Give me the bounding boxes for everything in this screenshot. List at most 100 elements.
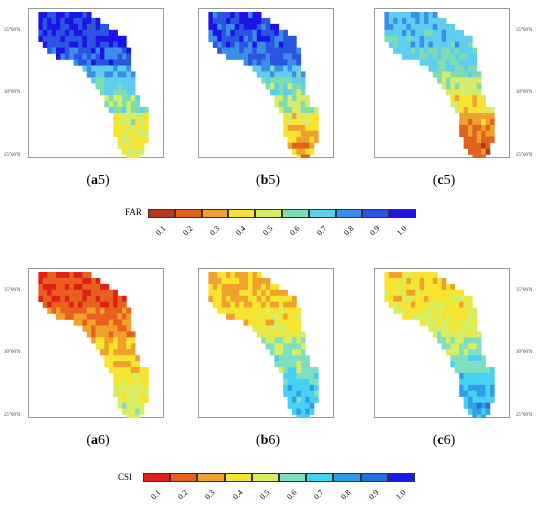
grid-cell: [432, 313, 438, 320]
grid-cell: [73, 23, 79, 31]
grid-cell: [208, 12, 214, 19]
grid-cell: [100, 89, 105, 96]
grid-cell: [450, 283, 456, 291]
grid-cell: [126, 349, 132, 356]
grid-cell: [265, 47, 271, 54]
grid-cell: [446, 41, 451, 48]
grid-cell: [305, 154, 310, 158]
grid-cell: [309, 408, 315, 415]
csi-colorbar: CSI 0.1 0.2 0.3 0.4 0.5 0.6 0.7 0.8 0.9 1.0: [0, 468, 550, 506]
grid-cell: [265, 65, 271, 72]
grid-cell: [135, 113, 140, 120]
grid-cell: [261, 295, 266, 302]
grid-cell: [78, 23, 83, 31]
grid-cell: [130, 130, 136, 137]
grid-cell: [73, 301, 79, 308]
grid-cell: [305, 107, 310, 114]
grid-cell: [468, 113, 473, 120]
grid-cell: [243, 59, 249, 66]
grid-cell: [283, 101, 288, 108]
grid-cell: [485, 136, 491, 143]
grid-cell: [117, 319, 123, 326]
grid-cell: [406, 301, 412, 308]
grid-cell: [122, 396, 127, 403]
far-colorbar: FAR 0.1 0.2 0.3 0.4 0.5 0.6 0.7 0.8 0.9 1.0: [0, 200, 550, 240]
grid-cell: [239, 53, 244, 60]
grid-cell: [428, 29, 434, 36]
grid-cell: [73, 41, 79, 48]
grid-cell: [261, 17, 266, 25]
grid-cell: [226, 29, 231, 36]
grid-cell: [410, 289, 416, 296]
grid-cell: [256, 41, 262, 48]
grid-cell: [278, 343, 284, 350]
grid-cell: [108, 107, 114, 114]
grid-cell: [410, 277, 416, 285]
grid-cell: [305, 130, 310, 137]
grid-cell: [91, 277, 96, 285]
grid-cell: [278, 59, 284, 66]
grid-cell: [468, 319, 473, 326]
grid-cell: [252, 319, 258, 326]
grid-cell: [108, 313, 114, 320]
grid-cell: [108, 295, 114, 302]
map-grid-a6: [38, 272, 149, 418]
grid-cell: [424, 35, 429, 42]
grid-cell: [126, 325, 132, 332]
grid-cell: [463, 331, 469, 338]
colorbar-tick-label: 0.9: [368, 223, 382, 238]
grid-cell: [397, 29, 403, 36]
grid-cell: [468, 59, 473, 66]
grid-cell: [100, 349, 105, 356]
grid-cell: [47, 12, 52, 19]
grid-cell: [415, 277, 420, 285]
grid-cell: [113, 130, 118, 137]
grid-cell: [144, 118, 149, 126]
grid-cell: [393, 35, 398, 42]
grid-cell: [130, 113, 136, 120]
grid-cell: [113, 349, 118, 356]
grid-cell: [122, 118, 127, 126]
grid-cell: [476, 124, 482, 132]
grid-cell: [113, 65, 118, 72]
grid-cell: [428, 17, 434, 25]
grid-cell: [424, 12, 429, 19]
grid-cell: [60, 283, 66, 291]
grid-cell: [248, 29, 253, 36]
grid-cell: [292, 361, 297, 368]
grid-cell: [117, 59, 123, 66]
grid-cell: [239, 283, 244, 291]
grid-cell: [256, 53, 262, 60]
grid-cell: [296, 148, 302, 155]
grid-cell: [82, 12, 88, 19]
grid-cell: [384, 23, 390, 31]
grid-cell: [243, 29, 249, 36]
grid-cell: [292, 378, 297, 386]
grid-cell: [287, 142, 293, 149]
grid-cell: [113, 289, 118, 296]
grid-cell: [463, 402, 469, 409]
grid-cell: [463, 113, 469, 120]
grid-cell: [126, 142, 132, 149]
grid-cell: [459, 307, 464, 314]
grid-cell: [463, 325, 469, 332]
grid-cell: [314, 113, 319, 120]
grid-cell: [292, 331, 297, 338]
grid-cell: [292, 35, 297, 42]
grid-cell: [239, 289, 244, 296]
grid-cell: [122, 384, 127, 392]
grid-cell: [104, 101, 110, 108]
grid-cell: [234, 307, 240, 314]
grid-cell: [130, 107, 136, 114]
grid-cell: [292, 71, 297, 78]
grid-cell: [212, 41, 218, 48]
grid-cell: [406, 23, 412, 31]
grid-cell: [95, 313, 101, 320]
grid-cell: [283, 378, 288, 386]
grid-cell: [424, 53, 429, 60]
grid-cell: [472, 101, 478, 108]
grid-cell: [144, 378, 149, 386]
grid-cell: [130, 402, 136, 409]
grid-cell: [104, 343, 110, 350]
grid-cell: [256, 325, 262, 332]
